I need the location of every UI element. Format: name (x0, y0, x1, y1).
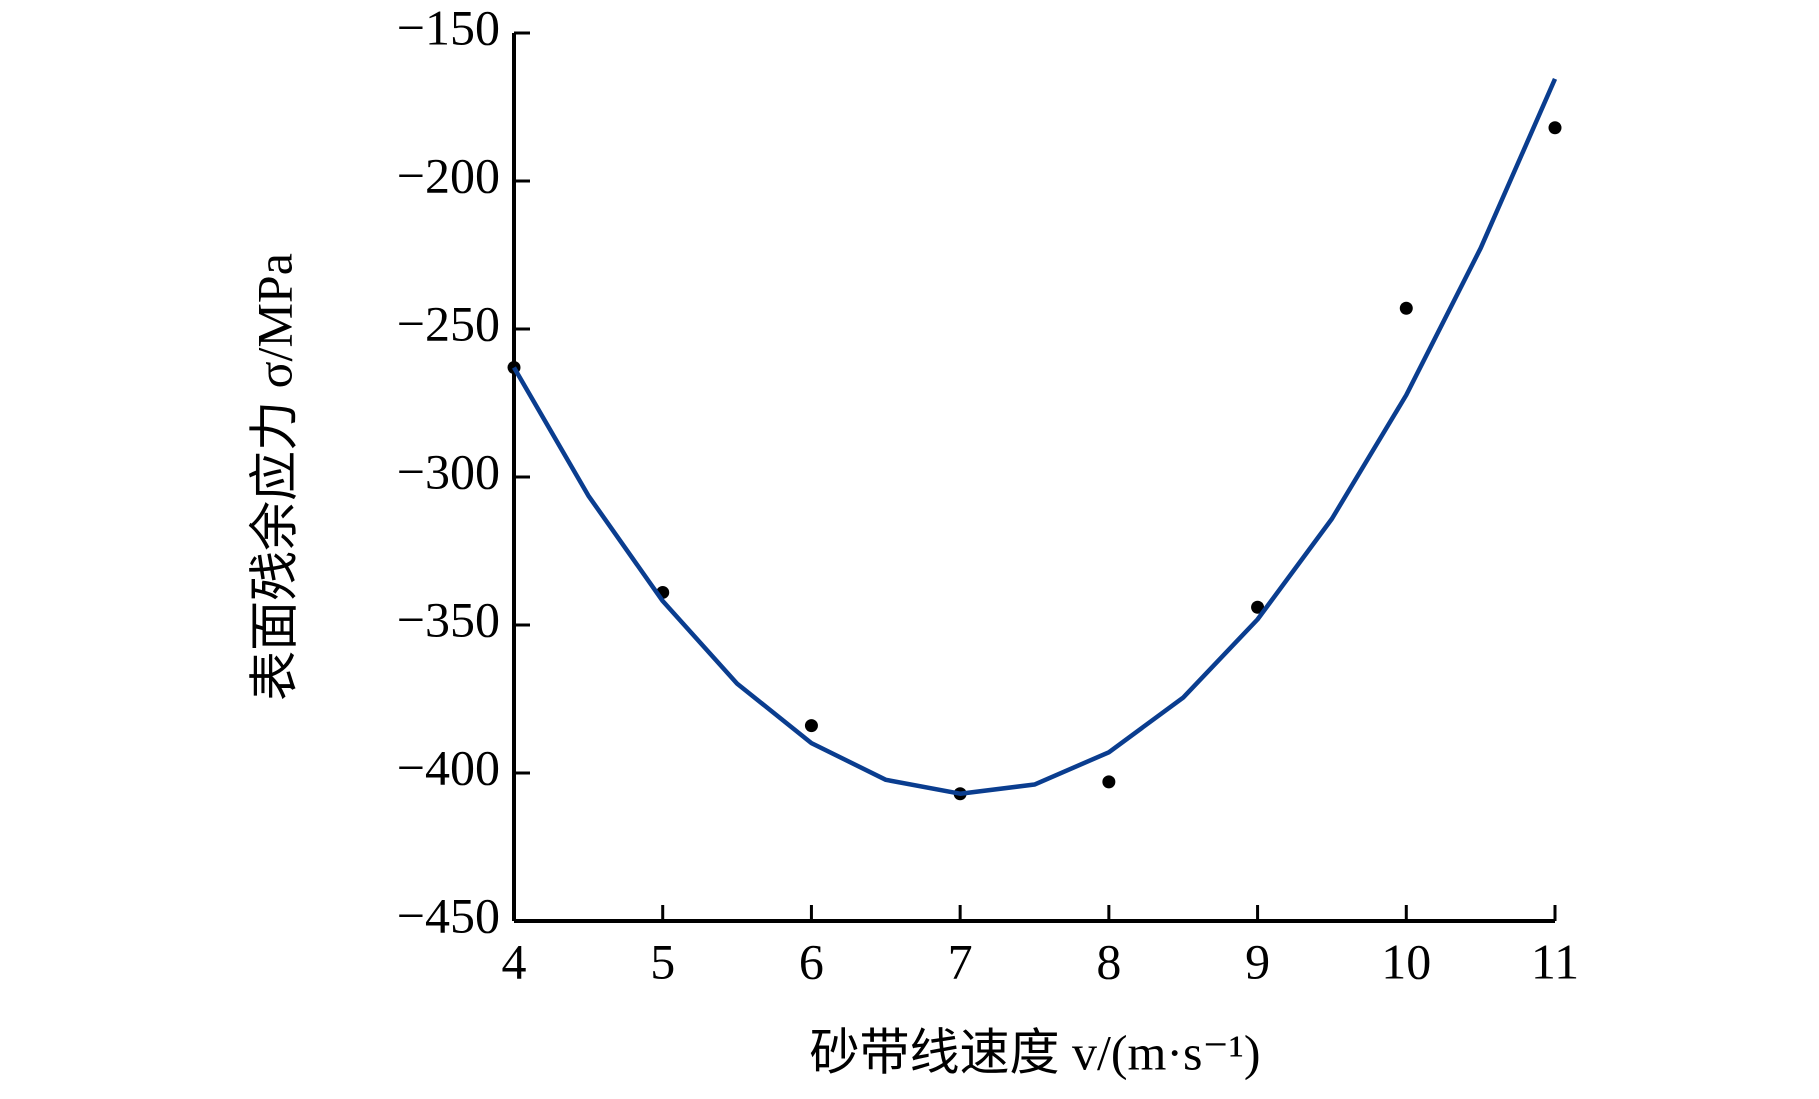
y-tick-label: −450 (397, 887, 500, 943)
y-tick-label: −300 (397, 443, 500, 499)
x-axis-label: 砂带线速度 v/(m·s⁻¹) (809, 1024, 1260, 1080)
x-tick-label: 10 (1381, 933, 1431, 989)
x-tick-label: 8 (1096, 933, 1121, 989)
x-tick-label: 6 (799, 933, 824, 989)
data-point (1102, 775, 1116, 789)
data-point (1548, 121, 1562, 135)
y-tick-label: −200 (397, 147, 500, 203)
y-tick-label: −400 (397, 739, 500, 795)
x-tick-label: 11 (1531, 933, 1579, 989)
fit-curve (512, 77, 1558, 796)
data-point (804, 719, 818, 733)
x-tick-label: 7 (948, 933, 973, 989)
y-tick-label: −150 (397, 0, 500, 55)
data-point (1251, 600, 1265, 614)
y-tick-label: −250 (397, 295, 500, 351)
x-tick-label: 5 (650, 933, 675, 989)
x-tick-label: 9 (1245, 933, 1270, 989)
y-axis-label: 表面残余应力 σ/MPa (246, 253, 302, 701)
data-point (1399, 301, 1413, 315)
y-tick-label: −350 (397, 591, 500, 647)
x-tick-label: 4 (502, 933, 527, 989)
